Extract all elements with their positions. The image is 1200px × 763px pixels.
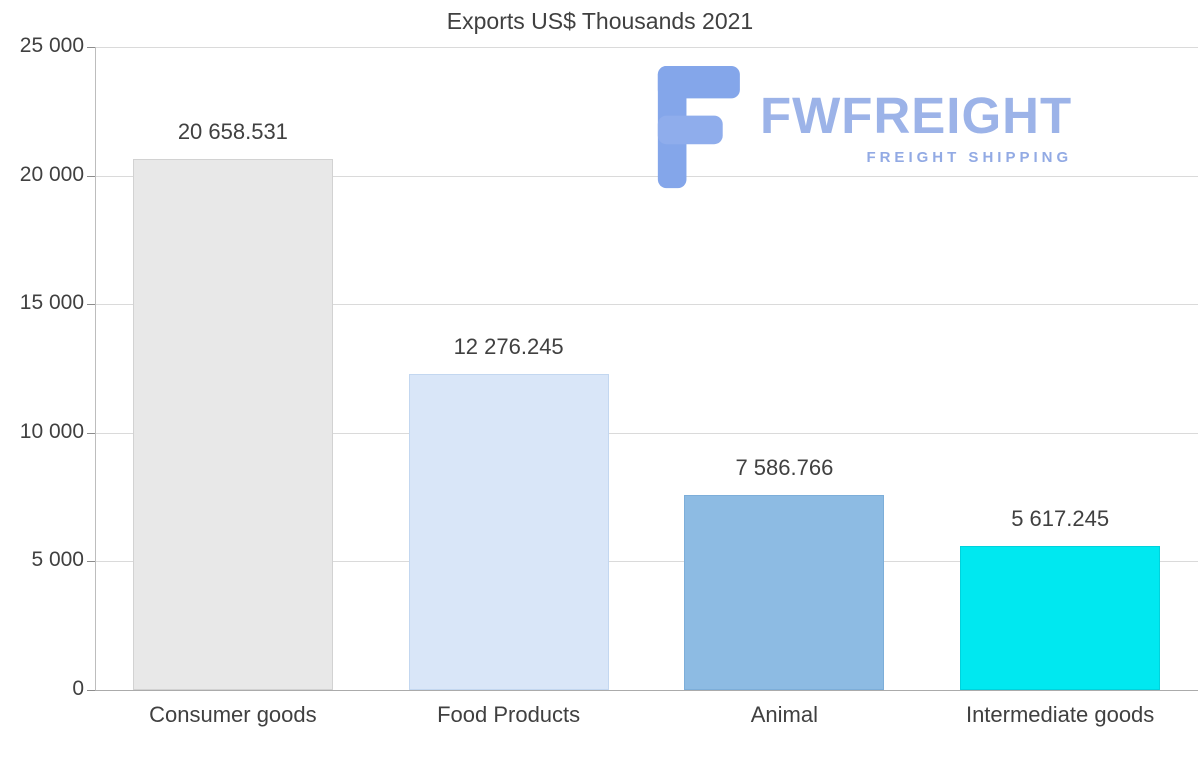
- bar-food-products: [408, 374, 609, 690]
- gridline: [95, 561, 1198, 563]
- bar-intermediate-goods: [960, 545, 1161, 690]
- watermark-tagline-text: FREIGHT SHIPPING: [866, 149, 1073, 166]
- gridline: [95, 304, 1198, 306]
- y-axis-tick-label: 10 000: [19, 419, 84, 443]
- gridline: [95, 47, 1198, 48]
- gridline: [95, 690, 1198, 691]
- y-axis-tick-label: 0: [72, 677, 84, 700]
- bar-animal: [684, 494, 885, 690]
- x-axis-category-label: Animal: [750, 702, 818, 727]
- bar-value-label: 20 658.531: [177, 118, 288, 144]
- fwfreight-watermark: FWFREIGHT FREIGHT SHIPPING: [648, 66, 1072, 190]
- x-axis-category-label: Intermediate goods: [965, 702, 1155, 727]
- y-axis-line: [95, 47, 96, 690]
- y-axis-tick-label: 5 000: [31, 548, 84, 572]
- y-axis-tick: [87, 690, 95, 691]
- bar-consumer-goods: [132, 158, 333, 690]
- watermark-text-block: FWFREIGHT FREIGHT SHIPPING: [760, 90, 1072, 166]
- y-axis-tick: [87, 561, 95, 563]
- fwfreight-logo-icon: [657, 66, 740, 189]
- gridline: [95, 432, 1198, 434]
- watermark-brand-text: FWFREIGHT: [760, 87, 1073, 144]
- bar-value-label: 12 276.245: [453, 334, 564, 360]
- chart-title: Exports US$ Thousands 2021: [446, 8, 754, 34]
- y-axis-tick-label: 20 000: [19, 162, 84, 186]
- y-axis-tick: [87, 175, 95, 177]
- y-axis-tick-label: 15 000: [19, 291, 84, 315]
- y-axis-tick-label: 25 000: [19, 34, 84, 57]
- y-axis-tick: [87, 304, 95, 306]
- gridline: [95, 175, 1198, 177]
- y-axis-tick: [87, 47, 95, 48]
- bar-value-label: 7 586.766: [735, 454, 834, 480]
- x-axis-category-label: Food Products: [437, 702, 581, 727]
- x-axis-category-label: Consumer goods: [149, 702, 317, 727]
- bar-value-label: 5 617.245: [1011, 505, 1110, 531]
- y-axis-tick: [87, 432, 95, 434]
